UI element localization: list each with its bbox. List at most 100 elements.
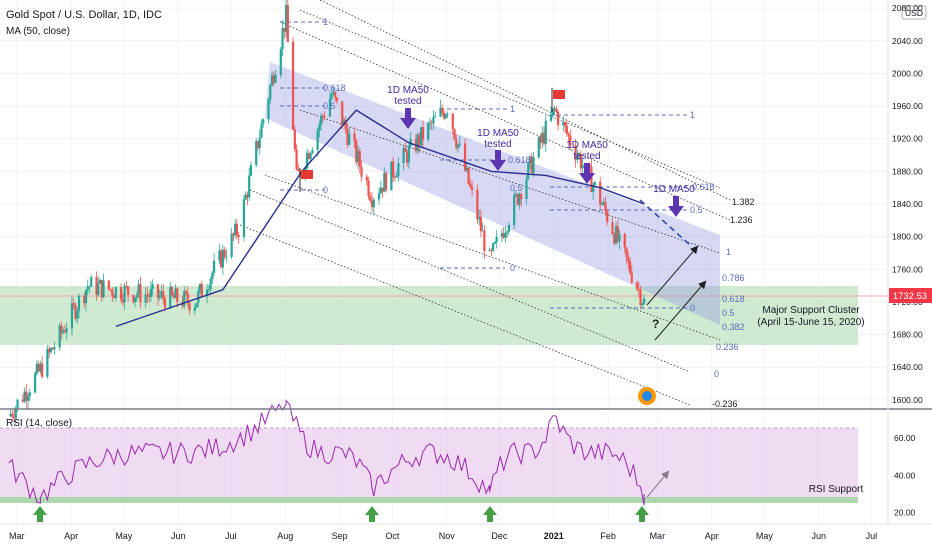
candle[interactable] — [348, 133, 351, 145]
candle[interactable] — [174, 288, 177, 299]
candle[interactable] — [544, 120, 547, 144]
candle[interactable] — [328, 99, 332, 117]
candle[interactable] — [162, 291, 165, 299]
candle[interactable] — [453, 129, 456, 140]
candle[interactable] — [291, 41, 295, 130]
candle[interactable] — [627, 257, 630, 262]
candle[interactable] — [421, 127, 425, 140]
candle[interactable] — [225, 256, 228, 258]
candle[interactable] — [244, 194, 247, 200]
candle[interactable] — [402, 148, 405, 164]
candle[interactable] — [441, 107, 444, 114]
candle[interactable] — [16, 399, 19, 408]
candle[interactable] — [623, 233, 626, 248]
candle[interactable] — [72, 303, 75, 306]
candle[interactable] — [569, 135, 572, 146]
candle[interactable] — [286, 5, 289, 42]
candle[interactable] — [477, 216, 481, 220]
candle[interactable] — [221, 249, 224, 268]
candle[interactable] — [463, 143, 467, 171]
candle[interactable] — [97, 283, 100, 295]
candle[interactable] — [281, 28, 284, 50]
candle[interactable] — [335, 97, 339, 102]
candle[interactable] — [112, 295, 116, 298]
candle[interactable] — [151, 284, 154, 289]
candle[interactable] — [198, 283, 202, 291]
candle[interactable] — [160, 291, 163, 296]
candle[interactable] — [188, 302, 191, 311]
candle[interactable] — [407, 146, 411, 163]
candle[interactable] — [135, 294, 138, 298]
candle[interactable] — [144, 294, 147, 303]
candle[interactable] — [21, 399, 24, 402]
candle[interactable] — [186, 293, 189, 303]
candle[interactable] — [397, 163, 400, 176]
candle[interactable] — [476, 189, 479, 220]
candle[interactable] — [481, 230, 484, 232]
candle[interactable] — [158, 295, 161, 298]
candle[interactable] — [404, 148, 407, 153]
candle[interactable] — [537, 137, 540, 158]
currency-badge[interactable] — [901, 5, 927, 20]
candle[interactable] — [58, 325, 61, 348]
candle[interactable] — [565, 126, 568, 134]
candle[interactable] — [516, 193, 519, 205]
candle[interactable] — [232, 233, 235, 236]
candle[interactable] — [230, 233, 233, 257]
candle[interactable] — [455, 139, 458, 148]
candle[interactable] — [284, 5, 288, 32]
candle[interactable] — [427, 123, 430, 140]
candle[interactable] — [488, 250, 491, 251]
candle[interactable] — [111, 289, 114, 296]
candle[interactable] — [451, 113, 454, 130]
candle[interactable] — [195, 302, 198, 308]
candle[interactable] — [490, 250, 493, 251]
candle[interactable] — [9, 413, 12, 417]
candle[interactable] — [272, 75, 275, 83]
candle[interactable] — [249, 165, 253, 176]
candle[interactable] — [267, 99, 270, 120]
candle[interactable] — [70, 303, 74, 329]
candle[interactable] — [606, 211, 609, 223]
candle[interactable] — [553, 108, 556, 110]
candle[interactable] — [495, 236, 498, 243]
candle[interactable] — [220, 250, 223, 268]
candle[interactable] — [146, 294, 149, 296]
candle[interactable] — [35, 363, 38, 374]
candle[interactable] — [248, 175, 251, 198]
candle[interactable] — [602, 201, 605, 205]
candle[interactable] — [84, 290, 88, 304]
candle[interactable] — [320, 115, 323, 125]
candle[interactable] — [77, 295, 81, 311]
candle[interactable] — [563, 122, 567, 127]
candle[interactable] — [383, 172, 386, 192]
candle[interactable] — [49, 348, 52, 353]
candle[interactable] — [356, 151, 360, 163]
candle[interactable] — [576, 156, 579, 160]
candle[interactable] — [599, 181, 602, 205]
candle[interactable] — [200, 283, 203, 297]
candle[interactable] — [148, 295, 151, 298]
candle[interactable] — [25, 391, 28, 401]
candle[interactable] — [439, 107, 442, 117]
candle[interactable] — [641, 303, 644, 306]
candle[interactable] — [149, 288, 153, 298]
candle[interactable] — [616, 226, 619, 242]
candle[interactable] — [628, 261, 632, 273]
candle[interactable] — [513, 194, 516, 225]
candle[interactable] — [65, 328, 68, 333]
candle[interactable] — [33, 373, 37, 393]
candle[interactable] — [139, 284, 142, 303]
candle[interactable] — [114, 287, 117, 298]
candle[interactable] — [213, 260, 216, 273]
candle[interactable] — [279, 49, 282, 75]
candle[interactable] — [223, 249, 226, 258]
candle[interactable] — [62, 330, 65, 333]
candle[interactable] — [330, 93, 333, 100]
candle[interactable] — [98, 279, 102, 284]
candle[interactable] — [614, 226, 618, 244]
candle[interactable] — [630, 272, 633, 283]
candle[interactable] — [121, 299, 124, 303]
candle[interactable] — [127, 286, 130, 296]
candle[interactable] — [318, 124, 321, 131]
